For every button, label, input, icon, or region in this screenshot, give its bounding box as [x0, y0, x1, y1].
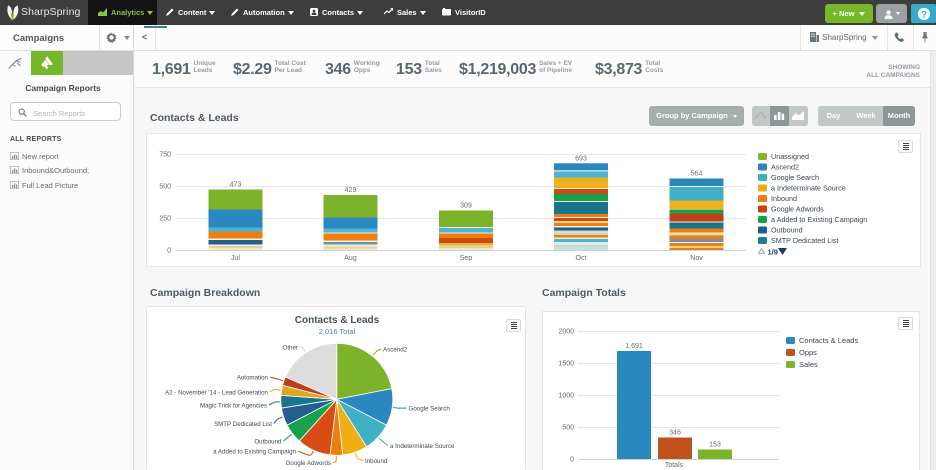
svg-text:Outbound: Outbound [254, 439, 282, 446]
svg-text:2,016 Total: 2,016 Total [319, 327, 356, 336]
svg-text:500: 500 [562, 425, 574, 432]
svg-text:Ascend2: Ascend2 [771, 163, 799, 172]
svg-text:153: 153 [709, 442, 721, 449]
svg-text:2000: 2000 [558, 329, 574, 336]
svg-text:Google Adwords: Google Adwords [286, 460, 331, 467]
svg-text:Sales: Sales [799, 360, 818, 369]
svg-text:?: ? [921, 9, 927, 20]
svg-text:SMTP Dedicated List: SMTP Dedicated List [214, 421, 272, 428]
svg-text:564: 564 [691, 171, 703, 178]
svg-text:a Indeterminate Source: a Indeterminate Source [771, 184, 846, 193]
svg-text:1500: 1500 [558, 361, 574, 368]
svg-text:Inbound: Inbound [771, 194, 797, 203]
svg-text:0: 0 [570, 457, 574, 464]
svg-text:500: 500 [159, 184, 171, 191]
svg-text:a Indeterminate Source: a Indeterminate Source [390, 443, 455, 450]
svg-text:250: 250 [159, 216, 171, 223]
svg-text:1000: 1000 [558, 393, 574, 400]
svg-text:0: 0 [167, 248, 171, 255]
svg-text:Contacts & Leads: Contacts & Leads [295, 315, 380, 326]
svg-text:Opps: Opps [799, 348, 817, 357]
svg-text:Contacts & Leads: Contacts & Leads [799, 336, 858, 345]
svg-text:Totals: Totals [665, 462, 684, 468]
svg-text:Jul: Jul [231, 255, 240, 262]
svg-text:309: 309 [460, 203, 472, 210]
svg-text:Unassigned: Unassigned [771, 152, 809, 161]
svg-text:Google Adwords: Google Adwords [771, 205, 824, 214]
svg-text:A2 - November '14 - Lead Gener: A2 - November '14 - Lead Generation [165, 390, 269, 397]
svg-text:Aug: Aug [344, 255, 357, 262]
svg-text:750: 750 [159, 152, 171, 159]
svg-text:Magic Trick for Agencies: Magic Trick for Agencies [200, 403, 267, 410]
svg-text:Outbound: Outbound [771, 226, 803, 235]
svg-text:429: 429 [345, 187, 357, 194]
svg-text:SMTP Dedicated List: SMTP Dedicated List [771, 236, 838, 245]
svg-text:Inbound: Inbound [365, 458, 388, 465]
svg-text:346: 346 [669, 430, 681, 437]
svg-text:Sep: Sep [460, 255, 473, 262]
svg-text:Ascend2: Ascend2 [383, 347, 408, 354]
svg-text:1,691: 1,691 [625, 343, 643, 350]
svg-text:Google Search: Google Search [409, 406, 451, 413]
svg-text:a Added to Existing Campaign: a Added to Existing Campaign [213, 449, 296, 456]
svg-text:1/9: 1/9 [768, 248, 778, 257]
svg-text:Automation: Automation [237, 375, 269, 382]
svg-text:Nov: Nov [690, 255, 703, 262]
svg-text:473: 473 [230, 182, 242, 189]
svg-text:693: 693 [575, 155, 587, 162]
svg-text:a Added to Existing Campaign: a Added to Existing Campaign [771, 215, 867, 224]
svg-text:Other: Other [283, 345, 298, 352]
svg-text:Google Search: Google Search [771, 173, 819, 182]
svg-text:Oct: Oct [576, 255, 587, 262]
